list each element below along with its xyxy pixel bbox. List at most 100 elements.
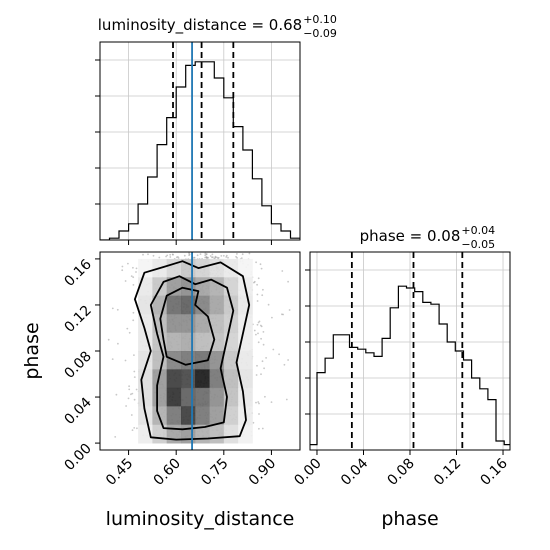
joint-scatter-point [133,398,136,401]
joint-density-cell [195,406,210,426]
joint-scatter-point [111,358,114,360]
joint-density-cell [166,406,182,426]
joint-scatter-point [257,341,260,344]
hist-phase-x-ticks: 0.00 0.04 0.08 0.12 0.16 [291,450,511,489]
joint-x-tick-label-1: 0.60 [151,456,184,489]
joint-density [138,258,253,444]
joint-density-cell [195,387,210,407]
joint-scatter-point [227,256,229,259]
joint-scatter-point [267,303,270,306]
joint-scatter-point [252,421,255,424]
joint-scatter-point [259,324,262,327]
joint-density-cell [223,406,239,426]
hist-phase-x-tick-label-1: 0.04 [338,455,371,488]
joint-scatter-point [169,256,172,258]
joint-scatter-point [255,401,257,404]
joint-scatter-point [262,331,265,333]
joint-scatter-point [115,393,118,396]
joint-scatter-point [132,266,134,269]
joint-scatter-point [128,385,131,388]
joint-density-cell [166,314,182,333]
joint-scatter-point [212,256,214,259]
hist-phase-bars [310,285,510,446]
joint-density-cell [166,369,182,389]
joint-density-cell [138,369,153,389]
joint-density-cell [181,406,196,426]
joint-density-cell [195,258,210,278]
joint-scatter-point [136,427,138,430]
joint-scatter-point [278,353,280,356]
joint-scatter-point [211,253,214,256]
joint-scatter-point [131,392,134,395]
joint-scatter-point [147,253,149,256]
joint-y-tick-label-3: 0.12 [61,302,94,335]
joint-density-cell [209,277,225,297]
joint-scatter-point [256,364,258,367]
hist-phase-grid [305,252,510,450]
joint-scatter-point [258,402,260,405]
joint-density-cell [209,387,225,407]
joint-scatter-point [285,398,288,401]
joint-density-cell [209,406,225,426]
joint-density-cell [138,295,153,315]
joint-scatter-point [172,253,174,256]
joint-scatter-point [287,280,289,283]
joint-scatter-point [196,254,199,257]
joint-x-label: luminosity_distance [106,508,295,530]
joint-scatter-point [222,254,225,257]
joint-density-cell [238,351,253,370]
joint-density-cell [166,295,182,315]
joint-scatter-point [253,329,256,332]
joint-density-cell [223,369,239,389]
joint-scatter-point [215,256,217,258]
joint-scatter-point [166,254,169,257]
joint-density-cell [209,424,225,444]
joint-x-ticks: 0.45 0.60 0.75 0.90 [103,450,279,489]
joint-density-cell [166,332,182,352]
joint-scatter-point [259,263,262,266]
joint-density-cell [195,369,210,389]
joint-panel: 0.45 0.60 0.75 0.90 0.00 0.04 0.08 0.12 0.16 lu… [21,251,301,530]
joint-scatter-point [270,401,273,403]
joint-scatter-point [125,405,127,407]
hist-luminosity-distance-title-main: luminosity_distance = 0.68 [98,16,302,35]
joint-scatter-point [135,388,138,391]
joint-density-cell [195,295,210,315]
joint-scatter-point [97,345,99,347]
joint-scatter-point [288,309,291,311]
joint-density-cell [209,295,225,315]
joint-density-cell [223,424,239,444]
joint-scatter-point [235,255,238,258]
hist-luminosity-distance-frame [99,41,301,241]
joint-scatter-point [272,348,275,351]
joint-scatter-point [261,294,264,297]
hist-phase-x-tick-label-4: 0.16 [477,455,510,488]
joint-density-cell [181,351,196,370]
joint-density-cell [166,424,182,444]
joint-scatter-point [133,376,136,378]
joint-contour-inner [159,286,216,366]
joint-scatter-point [257,277,260,280]
joint-density-cell [181,387,196,407]
joint-scatter-point [132,276,135,279]
joint-scatter-point [193,256,196,259]
joint-density-cell [152,369,168,389]
joint-scatter-point [255,333,257,336]
joint-density-cell [152,351,168,370]
joint-y-tick-label-1: 0.04 [61,394,94,427]
joint-density-cell [181,314,196,333]
joint-density-cell [209,258,225,278]
joint-scatter-point [256,300,259,302]
joint-scatter-point [204,252,207,255]
hist-luminosity-distance-panel: luminosity_distance = 0.68 +0.10 −0.09 [95,13,337,245]
hist-phase-title-main: phase = 0.08 [360,227,461,245]
joint-scatter-point [111,307,114,310]
joint-density-cell [152,387,168,407]
joint-scatter-point [132,311,135,314]
joint-density-cell [223,387,239,407]
hist-luminosity-distance-bg [100,42,300,240]
hist-phase-x-tick-label-0: 0.00 [291,456,324,489]
hist-luminosity-distance-step [100,61,300,240]
joint-scatter-point [241,253,244,256]
joint-scatter-point [183,254,186,257]
